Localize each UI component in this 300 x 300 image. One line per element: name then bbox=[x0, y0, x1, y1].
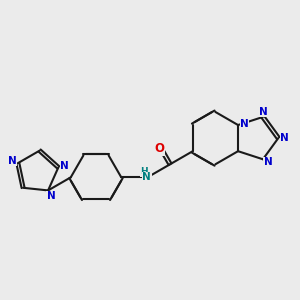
Text: N: N bbox=[60, 161, 69, 171]
Text: O: O bbox=[154, 142, 164, 155]
Text: N: N bbox=[264, 157, 273, 167]
Text: N: N bbox=[8, 155, 16, 166]
Text: N: N bbox=[280, 133, 289, 143]
Text: N: N bbox=[142, 172, 151, 182]
Text: N: N bbox=[259, 106, 267, 117]
Text: N: N bbox=[240, 118, 249, 128]
Text: H: H bbox=[140, 167, 148, 176]
Text: N: N bbox=[47, 191, 56, 201]
